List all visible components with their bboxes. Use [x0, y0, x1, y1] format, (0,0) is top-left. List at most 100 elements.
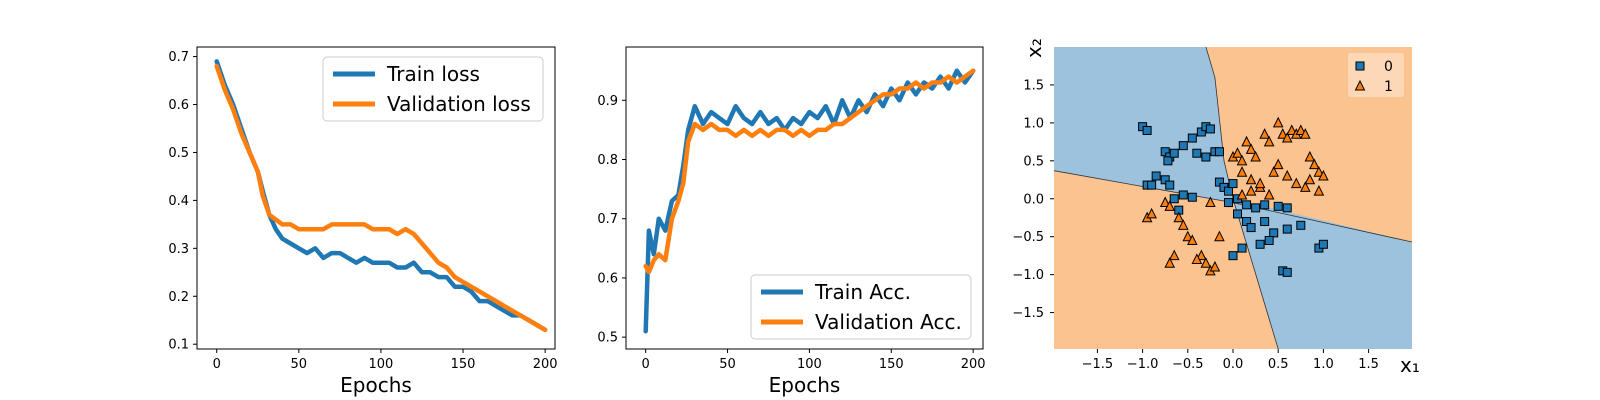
data-point-class-0: [1160, 147, 1170, 157]
data-point-class-0: [1264, 235, 1274, 245]
x-tick-label: 50: [291, 357, 308, 372]
x-tick-label: 150: [879, 357, 904, 372]
data-point-class-0: [1273, 201, 1283, 211]
data-point-class-1: [1187, 234, 1198, 245]
data-point-class-0: [1214, 147, 1224, 157]
series-line-validation-loss: [214, 63, 548, 333]
y-tick-label: 0.3: [168, 242, 189, 257]
data-point-class-1: [1236, 166, 1248, 177]
legend: Train loss Validation loss: [322, 56, 544, 122]
y-tick-label: 0.5: [168, 146, 189, 161]
x-tick-label: −1.0: [1127, 357, 1159, 372]
x-tick-label: 1.0: [1313, 357, 1334, 372]
y-tick-label: 0.9: [597, 94, 618, 109]
data-point-class-0: [1187, 133, 1197, 143]
data-point-class-1: [1245, 173, 1257, 185]
data-point-class-0: [1163, 156, 1173, 166]
data-point-class-1: [1286, 124, 1298, 135]
x-tick-label: 200: [961, 357, 986, 372]
data-point-class-0: [1318, 239, 1328, 249]
data-point-class-1: [1263, 135, 1275, 147]
data-point-class-0: [1169, 194, 1179, 204]
data-point-class-0: [1260, 200, 1270, 210]
data-point-class-1: [1168, 249, 1180, 261]
data-point-class-1: [1281, 131, 1293, 143]
x-tick-label: 0.0: [1223, 357, 1244, 372]
data-point-class-0: [1237, 243, 1247, 253]
decision-region-chart: −1.5 −1.0 −0.5 0.0 0.5 1.0 1.5 −1.5 −1.0 −0.5 0.0 0…: [1012, 38, 1419, 377]
loss-chart: 0 50 100 150 200 0.1 0.2 0.3 0.4 0.5 0.6 0.7 Epochs T…: [168, 46, 558, 397]
data-point-class-0: [1147, 180, 1157, 190]
data-point-class-1: [1232, 147, 1243, 158]
legend: 01: [1348, 53, 1404, 97]
data-point-class-1: [1245, 143, 1257, 154]
data-point-class-0: [1165, 180, 1175, 190]
data-point-class-0: [1201, 152, 1211, 162]
x-axis-label: Epochs: [340, 373, 412, 397]
data-point-class-0: [1228, 179, 1238, 189]
x-tick-label: 200: [533, 357, 558, 372]
data-point-class-0: [1223, 186, 1233, 196]
legend-marker: [1354, 79, 1366, 91]
data-point-class-0: [1282, 203, 1292, 213]
data-point-class-1: [1196, 249, 1207, 261]
data-point-class-1: [1277, 128, 1289, 139]
data-point-class-1: [1290, 177, 1302, 189]
data-point-class-0: [1205, 124, 1215, 134]
data-point-class-0: [1282, 267, 1292, 277]
data-point-class-1: [1209, 260, 1221, 272]
data-point-class-1: [1300, 128, 1311, 139]
y-tick-label: 1.5: [1023, 78, 1044, 93]
data-point-class-1: [1281, 169, 1293, 181]
legend-label: 1: [1384, 79, 1393, 95]
data-point-class-0: [1233, 209, 1243, 219]
series-line-validation-acc-: [643, 68, 976, 275]
data-point-class-0: [1178, 141, 1188, 151]
data-point-class-0: [1192, 148, 1202, 158]
data-point-class-0: [1214, 177, 1224, 187]
data-point-class-0: [1242, 217, 1252, 227]
x-tick-label: −1.5: [1082, 357, 1114, 372]
y-tick-label: −0.5: [1012, 230, 1044, 245]
data-point-class-0: [1246, 223, 1256, 233]
data-point-class-1: [1236, 188, 1248, 200]
data-point-class-1: [1313, 185, 1325, 196]
data-point-class-1: [1164, 257, 1176, 268]
data-point-class-0: [1178, 190, 1188, 200]
legend-box: [322, 56, 544, 122]
data-point-class-1: [1254, 177, 1266, 189]
x-tick-label: 50: [719, 357, 736, 372]
y-tick-label: −1.5: [1012, 306, 1044, 321]
data-point-class-0: [1142, 125, 1152, 135]
legend: Train Acc. Validation Acc.: [750, 274, 972, 340]
legend-label: Train loss: [386, 62, 480, 86]
data-point-class-1: [1318, 169, 1329, 181]
y-tick-label: 0.5: [1023, 154, 1044, 169]
data-point-class-1: [1245, 185, 1257, 196]
y-tick-label: 0.6: [168, 98, 189, 113]
data-point-class-1: [1300, 181, 1311, 192]
data-point-class-0: [1228, 251, 1238, 261]
y-tick-label: 0.6: [597, 271, 618, 286]
data-point-class-0: [1160, 175, 1170, 185]
legend-box: [750, 274, 972, 340]
data-point-class-1: [1313, 166, 1325, 177]
axes-frame: [196, 46, 556, 350]
data-point-class-1: [1241, 135, 1252, 147]
legend-label: Validation loss: [387, 92, 531, 116]
data-point-class-1: [1268, 166, 1279, 177]
data-point-class-1: [1272, 158, 1284, 170]
x-tick-label: 100: [369, 357, 394, 372]
data-point-class-0: [1187, 192, 1197, 202]
data-point-class-1: [1173, 211, 1185, 223]
data-point-class-0: [1251, 203, 1261, 213]
data-point-class-1: [1250, 150, 1261, 162]
data-point-class-1: [1182, 230, 1194, 242]
decision-boundary-b: [1054, 170, 1412, 243]
data-point-class-0: [1242, 200, 1252, 210]
x-tick-label: 150: [451, 357, 476, 372]
y-tick-label: −1.0: [1012, 268, 1044, 283]
y-tick-label: 0.5: [597, 331, 618, 346]
data-point-class-0: [1282, 224, 1292, 234]
data-point-class-0: [1296, 220, 1306, 230]
